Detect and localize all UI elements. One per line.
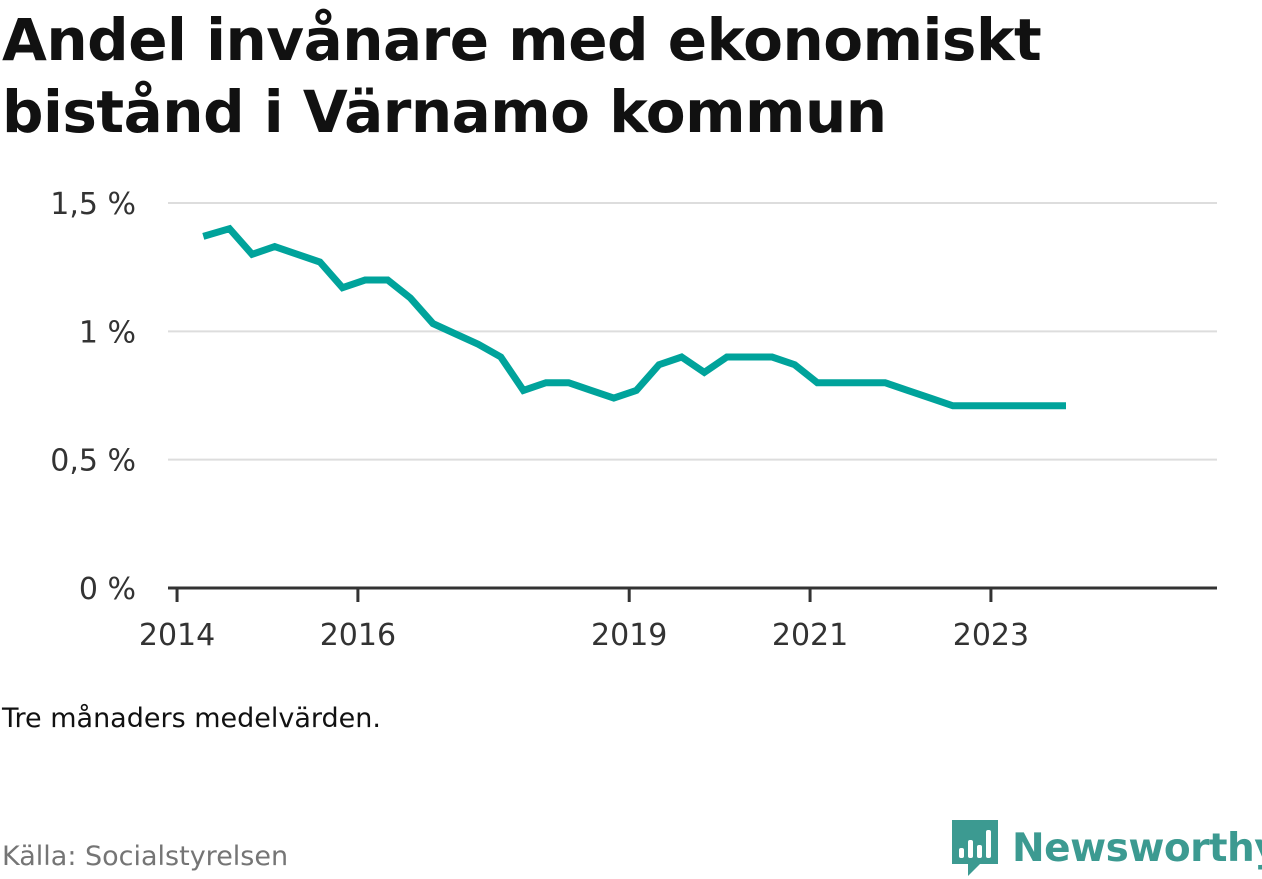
y-axis-labels: 0 % 0,5 % 1 % 1,5 %: [50, 187, 136, 607]
series-line-0: [202, 224, 1066, 410]
brand-logo[interactable]: Newsworthy: [950, 818, 1262, 878]
y-tick-label: 1 %: [79, 315, 136, 350]
x-axis-labels: 2014 2016 2019 2021 2023: [139, 618, 1029, 653]
y-tick-label: 1,5 %: [50, 187, 136, 222]
y-tick-label: 0,5 %: [50, 444, 136, 479]
x-axis-ticks: [175, 588, 993, 602]
chart-note: Tre månaders medelvärden.: [2, 703, 381, 734]
x-tick-label: 2023: [953, 618, 1029, 653]
x-tick-label: 2019: [591, 618, 667, 653]
brand-name: Newsworthy: [1012, 825, 1262, 871]
y-tick-label: 0 %: [79, 572, 136, 607]
newsworthy-logo-icon: [952, 820, 998, 876]
x-tick-label: 2014: [139, 618, 215, 653]
line-chart: 0 % 0,5 % 1 % 1,5 % 2014 2016 2019 2021 2023: [50, 187, 1217, 653]
source-credit: Källa: Socialstyrelsen: [2, 841, 289, 872]
data-series: [202, 224, 1066, 410]
chart-title: Andel invånare med ekonomiskt bistånd i …: [2, 6, 1042, 146]
gridlines: [168, 202, 1217, 461]
x-tick-label: 2016: [320, 618, 396, 653]
x-tick-label: 2021: [772, 618, 848, 653]
